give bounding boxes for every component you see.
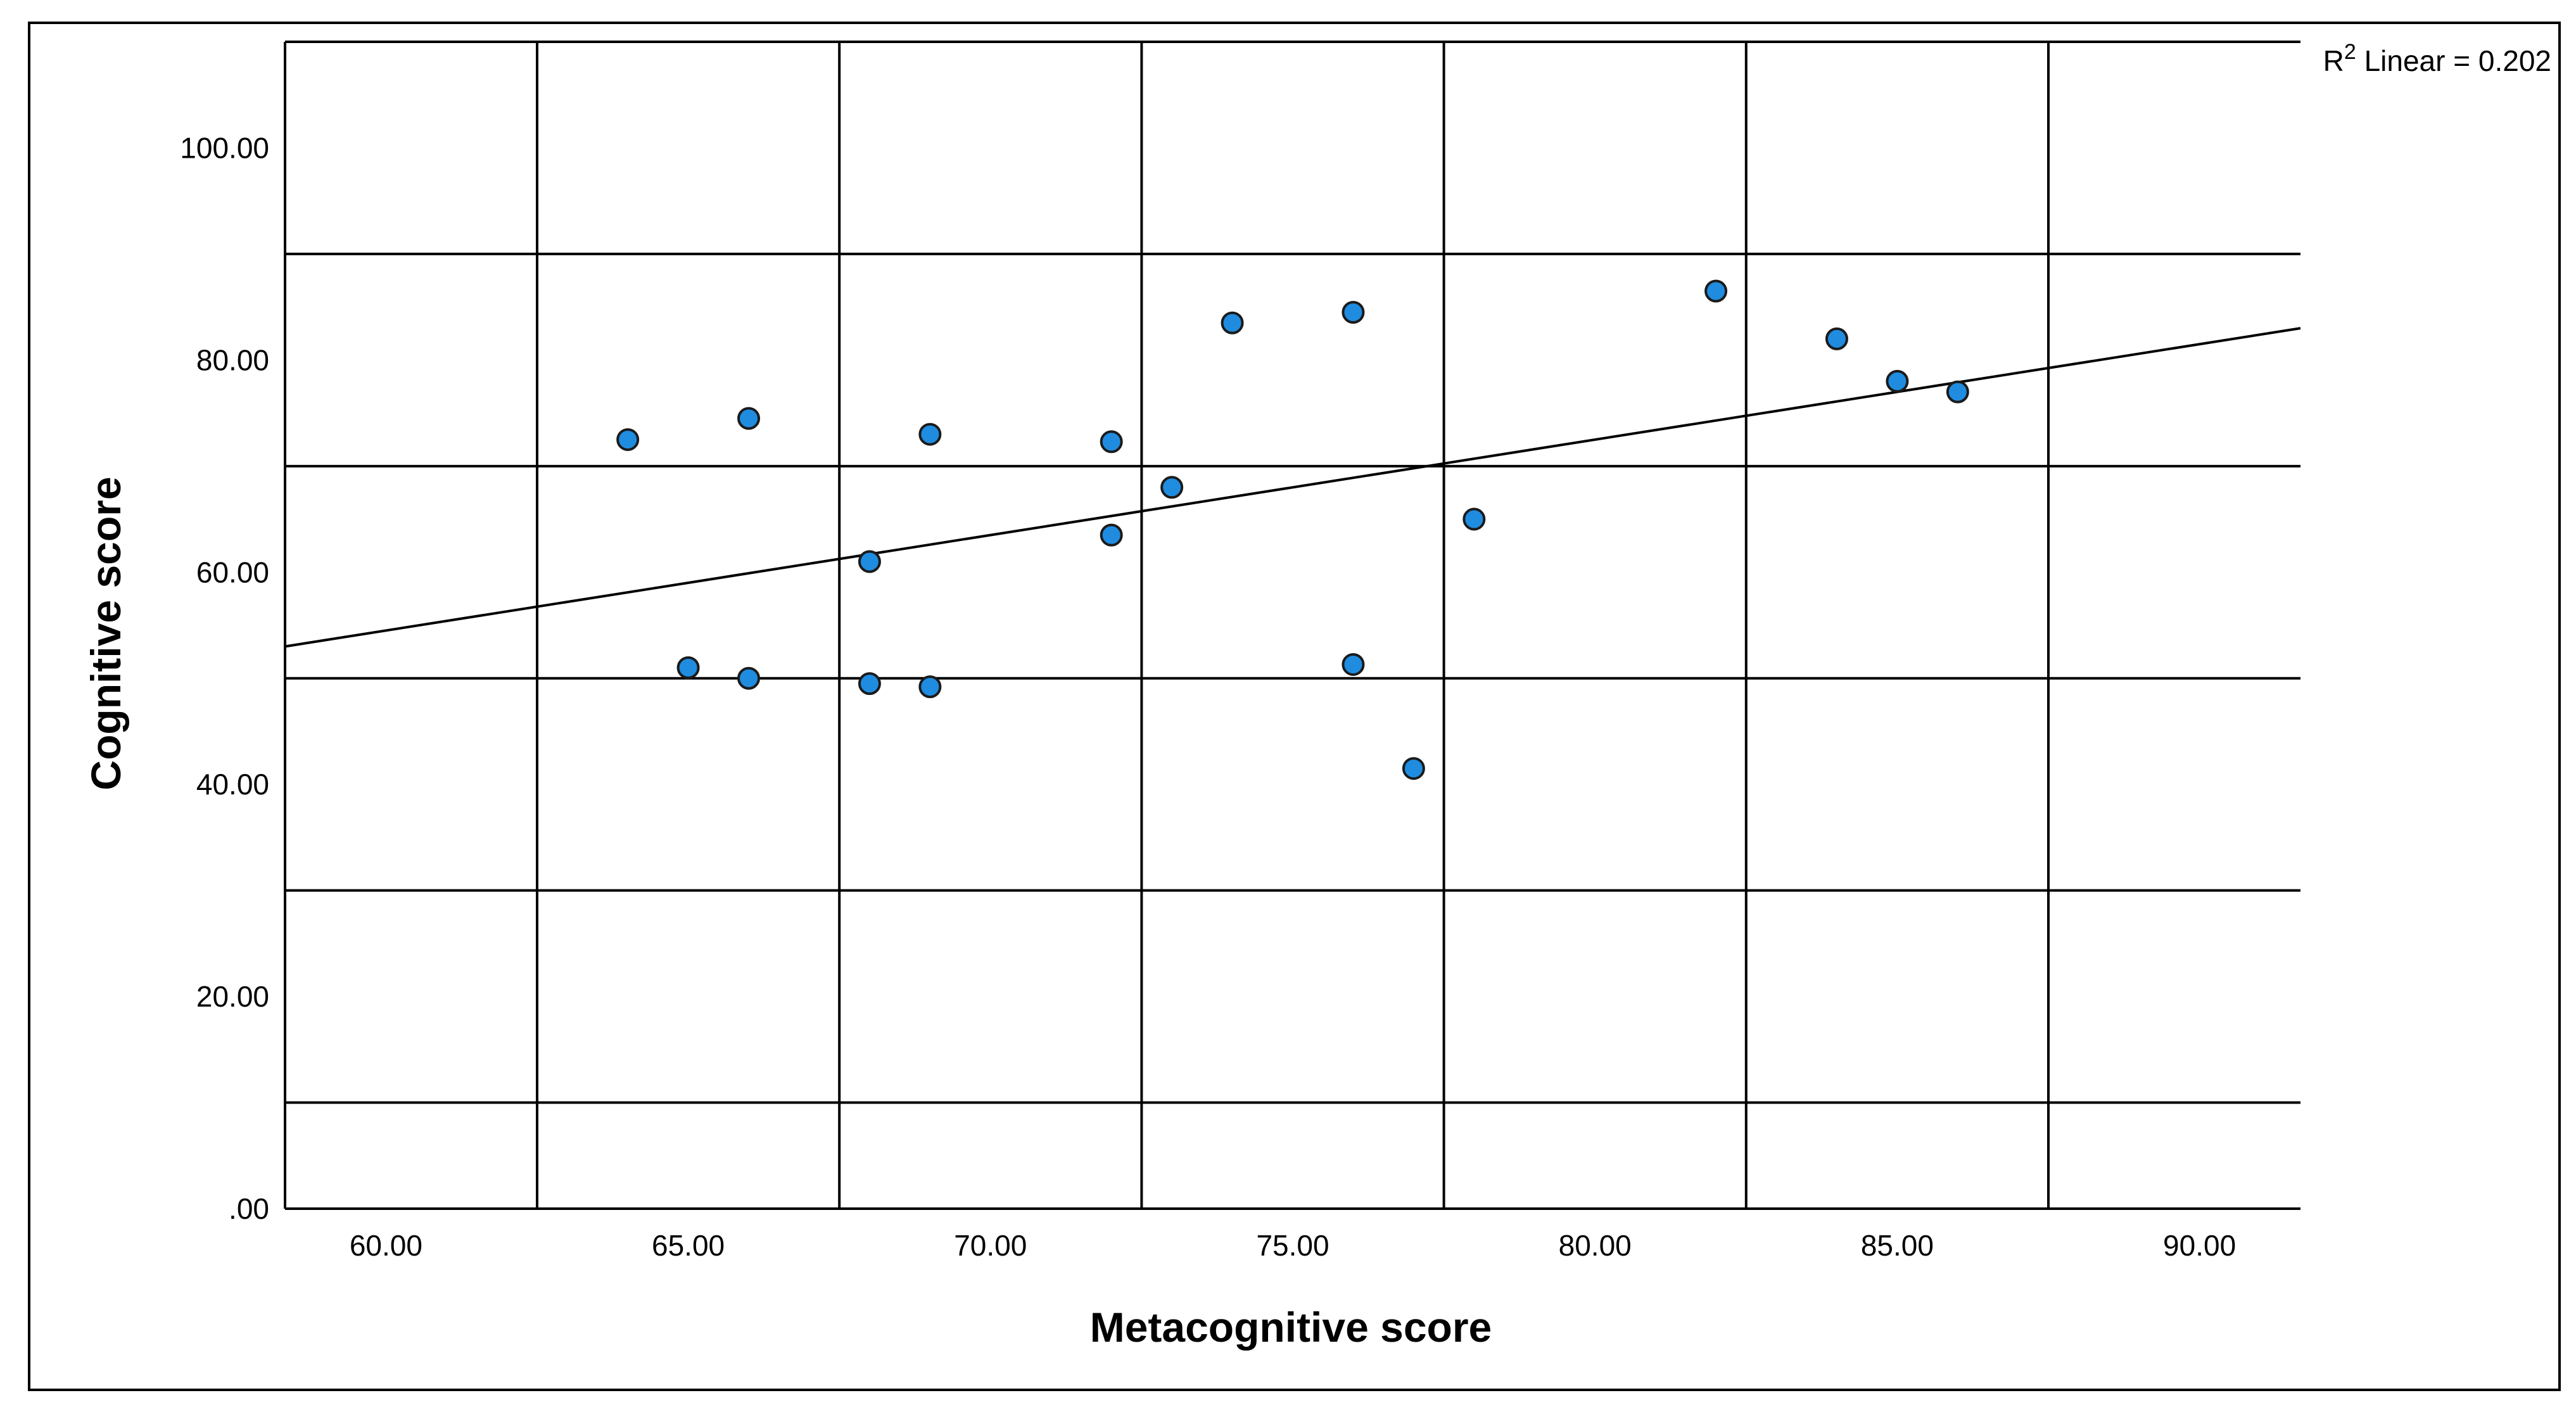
y-axis-title: Cognitive score — [82, 476, 129, 790]
data-point — [1704, 279, 1728, 303]
data-point — [1342, 301, 1365, 324]
data-point — [1100, 523, 1123, 547]
x-axis-title: Metacognitive score — [1090, 1304, 1492, 1351]
x-tick-label: 60.00 — [350, 1229, 422, 1262]
fit-layer — [284, 327, 2301, 648]
data-point — [737, 666, 761, 690]
x-tick-label: 90.00 — [2163, 1229, 2236, 1262]
y-tick-label: 60.00 — [196, 556, 269, 589]
x-tick-label: 70.00 — [954, 1229, 1027, 1262]
data-point — [1462, 507, 1486, 531]
data-point — [1160, 476, 1184, 499]
y-tick-labels: .00 20.00 40.00 60.00 80.00 100.00 — [180, 131, 269, 1225]
x-tick-labels: 60.00 65.00 70.00 75.00 80.00 85.00 90.00 — [350, 1229, 2236, 1262]
data-point — [737, 407, 761, 430]
y-tick-label: 100.00 — [180, 131, 269, 164]
data-point — [858, 550, 881, 573]
r-squared-superscript: 2 — [2344, 40, 2356, 64]
data-point — [1402, 757, 1425, 780]
data-point — [858, 672, 881, 696]
y-tick-label: 80.00 — [196, 343, 269, 376]
data-point — [1886, 369, 1909, 393]
x-tick-label: 65.00 — [652, 1229, 725, 1262]
r-squared-value: Linear = 0.202 — [2356, 44, 2551, 77]
r-squared-prefix: R — [2323, 44, 2344, 77]
data-point — [1100, 430, 1123, 454]
x-tick-label: 85.00 — [1861, 1229, 1934, 1262]
data-point — [918, 675, 942, 699]
x-tick-label: 75.00 — [1256, 1229, 1329, 1262]
linear-fit-line — [284, 327, 2301, 648]
data-point — [1342, 652, 1365, 676]
y-tick-label: 20.00 — [196, 980, 269, 1013]
x-tick-label: 80.00 — [1559, 1229, 1632, 1262]
data-point — [1946, 380, 1969, 404]
data-point — [1825, 327, 1848, 350]
outer-frame — [28, 22, 2561, 1391]
data-point — [918, 423, 942, 446]
points-layer — [616, 279, 1969, 780]
data-point — [616, 428, 640, 451]
r-squared-label: R2 Linear = 0.202 — [2323, 40, 2551, 77]
y-tick-label: 40.00 — [196, 768, 269, 801]
grid-layer — [284, 41, 2300, 1210]
data-point — [1221, 311, 1244, 334]
y-tick-label: .00 — [229, 1192, 269, 1225]
data-point — [676, 656, 700, 679]
